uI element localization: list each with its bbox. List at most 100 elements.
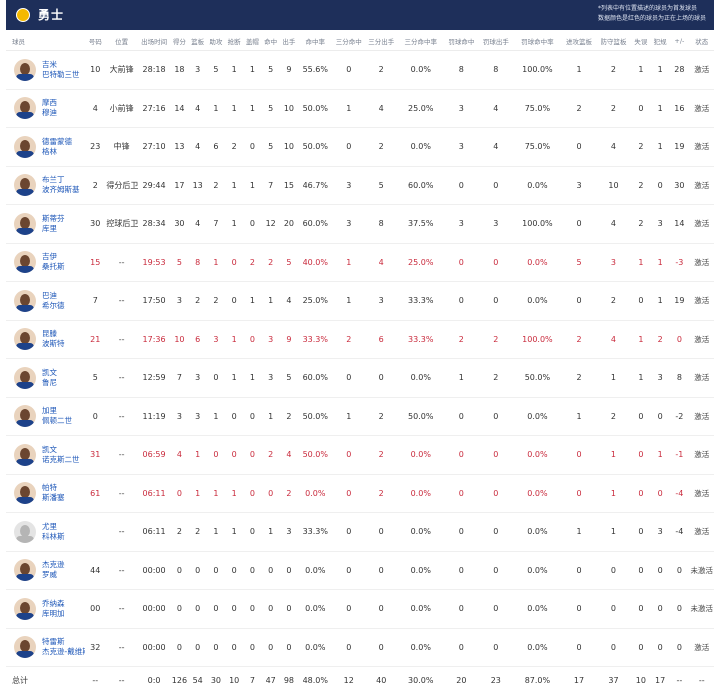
column-header[interactable]: 命中率 — [298, 32, 332, 51]
column-header[interactable]: 命中 — [262, 32, 280, 51]
column-header[interactable]: 出手 — [280, 32, 298, 51]
player-cell[interactable]: 凯文诺克斯二世 — [6, 436, 85, 475]
stat-fga: 4 — [280, 436, 298, 475]
stat-ftp: 0.0% — [513, 513, 562, 552]
stat-tpa: 2 — [365, 397, 397, 436]
player-name-link[interactable]: 布兰丁波齐姆斯基 — [42, 175, 80, 195]
stat-ftm: 3 — [444, 128, 478, 167]
player-cell[interactable]: 尤里科林斯 — [6, 513, 85, 552]
player-cell[interactable]: 特雷斯杰克逊-戴维斯 — [6, 628, 85, 667]
stat-fgp: 0.0% — [298, 474, 332, 513]
player-name-link[interactable]: 斯蒂芬库里 — [42, 214, 65, 234]
player-name-link[interactable]: 乔纳森库明加 — [42, 599, 65, 619]
stat-dreb: 0 — [596, 628, 630, 667]
stat-tpa: 4 — [365, 243, 397, 282]
player-cell[interactable]: 德雷蒙德格林 — [6, 128, 85, 167]
player-cell[interactable]: 吉米巴特勒三世 — [6, 51, 85, 90]
column-header[interactable]: 出场时间 — [138, 32, 170, 51]
player-name-link[interactable]: 吉伊桑托斯 — [42, 252, 65, 272]
player-name-link[interactable]: 凯文鲁尼 — [42, 368, 57, 388]
stat-tov: 0 — [631, 282, 651, 321]
player-cell[interactable]: 凯文鲁尼 — [6, 359, 85, 398]
player-avatar — [14, 290, 36, 312]
column-header[interactable]: 位置 — [105, 32, 137, 51]
column-header[interactable]: 三分命中 — [333, 32, 365, 51]
player-name-link[interactable]: 昆滕波斯特 — [42, 329, 65, 349]
column-header[interactable]: 罚球出手 — [479, 32, 513, 51]
player-cell[interactable]: 加里佩顿二世 — [6, 397, 85, 436]
player-name-link[interactable]: 加里佩顿二世 — [42, 406, 72, 426]
column-header[interactable]: 盖帽 — [243, 32, 261, 51]
stat-stl: 0 — [225, 282, 243, 321]
player-last-name: 波齐姆斯基 — [42, 185, 80, 195]
column-header[interactable]: 罚球命中 — [444, 32, 478, 51]
player-cell[interactable]: 巴迪希尔德 — [6, 282, 85, 321]
column-header[interactable]: 防守篮板 — [596, 32, 630, 51]
stat-status: 未激活 — [690, 551, 714, 590]
player-cell[interactable]: 昆滕波斯特 — [6, 320, 85, 359]
stat-tpp: 50.0% — [397, 397, 444, 436]
column-header[interactable]: 三分出手 — [365, 32, 397, 51]
total-value: 10 — [631, 667, 651, 694]
stat-oreb: 0 — [562, 628, 596, 667]
column-header[interactable]: 号码 — [85, 32, 105, 51]
column-header[interactable]: 球员 — [6, 32, 85, 51]
column-header[interactable]: 抢断 — [225, 32, 243, 51]
player-name-link[interactable]: 吉米巴特勒三世 — [42, 60, 80, 80]
stat-stl: 0 — [225, 590, 243, 629]
player-cell[interactable]: 布兰丁波齐姆斯基 — [6, 166, 85, 205]
stat-tpa: 8 — [365, 205, 397, 244]
player-cell[interactable]: 吉伊桑托斯 — [6, 243, 85, 282]
player-name-link[interactable]: 杰克逊罗威 — [42, 560, 65, 580]
player-name-link[interactable]: 德雷蒙德格林 — [42, 137, 72, 157]
player-cell[interactable]: 帕特斯潘塞 — [6, 474, 85, 513]
column-header[interactable]: 失误 — [631, 32, 651, 51]
column-header[interactable]: 罚球命中率 — [513, 32, 562, 51]
player-name-link[interactable]: 凯文诺克斯二世 — [42, 445, 80, 465]
stat-min: 28:34 — [138, 205, 170, 244]
player-first-name: 加里 — [42, 406, 72, 416]
stat-fga: 0 — [280, 590, 298, 629]
stat-status: 未激活 — [690, 590, 714, 629]
stat-status: 激活 — [690, 128, 714, 167]
column-header[interactable]: 得分 — [170, 32, 188, 51]
total-value: 54 — [189, 667, 207, 694]
player-name-link[interactable]: 尤里科林斯 — [42, 522, 65, 542]
player-name-link[interactable]: 特雷斯杰克逊-戴维斯 — [42, 637, 85, 657]
player-cell[interactable]: 斯蒂芬库里 — [6, 205, 85, 244]
player-name-link[interactable]: 摩西穆迪 — [42, 98, 57, 118]
column-header[interactable]: 助攻 — [207, 32, 225, 51]
player-name-link[interactable]: 帕特斯潘塞 — [42, 483, 65, 503]
player-name-link[interactable]: 巴迪希尔德 — [42, 291, 65, 311]
stat-dreb: 0 — [596, 590, 630, 629]
player-cell[interactable]: 杰克逊罗威 — [6, 551, 85, 590]
column-header[interactable]: 三分命中率 — [397, 32, 444, 51]
column-header[interactable]: 状态 — [690, 32, 714, 51]
stat-reb: 3 — [189, 359, 207, 398]
player-last-name: 穆迪 — [42, 108, 57, 118]
player-cell[interactable]: 摩西穆迪 — [6, 89, 85, 128]
column-header[interactable]: +/- — [669, 32, 689, 51]
stat-fta: 2 — [479, 359, 513, 398]
stat-tov: 1 — [631, 243, 651, 282]
column-header[interactable]: 进攻篮板 — [562, 32, 596, 51]
column-header[interactable]: 犯规 — [651, 32, 669, 51]
column-header[interactable]: 篮板 — [189, 32, 207, 51]
player-cell[interactable]: 乔纳森库明加 — [6, 590, 85, 629]
